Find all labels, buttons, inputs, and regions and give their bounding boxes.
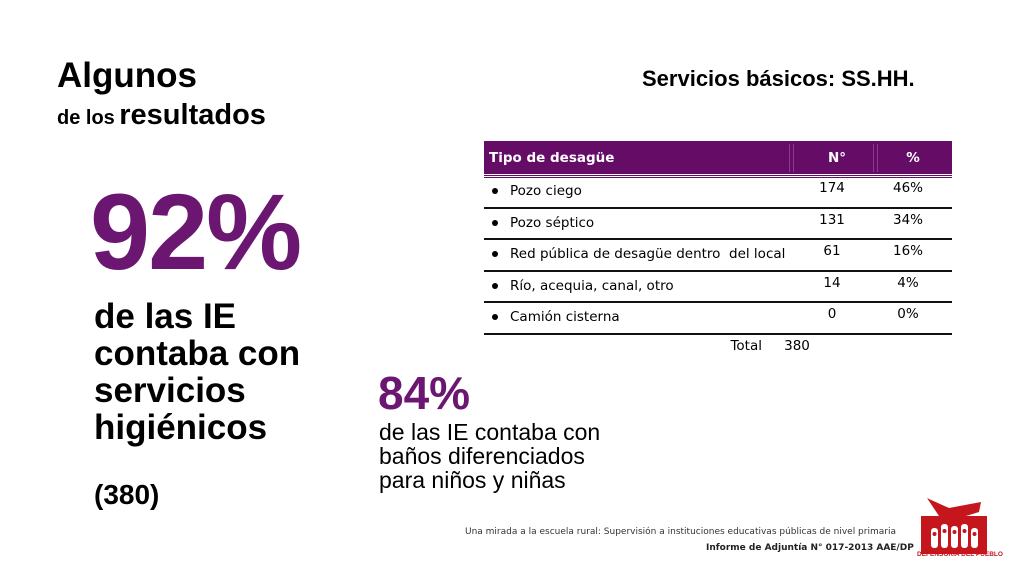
row-label: Río, acequia, canal, otro — [510, 277, 674, 294]
row-count: 14 — [823, 274, 841, 291]
row-label: Camión cisterna — [510, 309, 620, 325]
row-count: 174 — [819, 180, 845, 196]
row-label: Red pública de desagüe dentro del local — [510, 246, 786, 262]
table-header: Tipo de desagüe N° % — [484, 142, 952, 177]
page-subtitle: de los resultados — [57, 98, 266, 137]
section-title: Servicios básicos: SS.HH. — [642, 66, 915, 91]
table-row: Río, acequia, canal, otro 14 4% — [484, 272, 952, 303]
footer-source: Una mirada a la escuela rural: Supervisi… — [465, 527, 896, 537]
table-row: Red pública de desagüe dentro del local … — [484, 240, 952, 272]
subtitle-big: resultados — [119, 99, 266, 131]
row-percent: 46% — [892, 180, 923, 196]
header-cell-count: N° — [827, 150, 847, 166]
row-count: 0 — [827, 306, 837, 322]
total-label: Total — [730, 337, 762, 354]
main-description: de las IE contaba con servicios higiénic… — [94, 297, 301, 447]
table-row: Pozo séptico 131 34% — [484, 209, 952, 240]
bullet-icon — [492, 251, 498, 257]
header-divider — [873, 144, 878, 172]
table-total-row: Total 380 — [484, 335, 952, 357]
row-count: 131 — [819, 211, 845, 228]
main-percent: 92% — [90, 171, 302, 292]
secondary-description-line: para niños y niñas — [379, 467, 566, 493]
header-cell-percent: % — [906, 150, 920, 166]
sanitation-table: Tipo de desagüe N° % Pozo ciego 174 46% … — [484, 142, 952, 357]
page-title: Algunos — [57, 56, 197, 95]
defensoria-logo — [921, 495, 987, 554]
logo-text: DEFENSORÍA DEL PUEBLO — [917, 551, 1003, 558]
bullet-icon — [492, 282, 498, 289]
main-count: (380) — [94, 479, 160, 510]
row-percent: 34% — [892, 211, 923, 228]
subtitle-small: de los — [57, 107, 115, 129]
total-value: 380 — [784, 337, 810, 354]
secondary-description-line: de las IE contaba con — [379, 419, 601, 445]
header-cell-type: Tipo de desagüe — [489, 150, 615, 166]
secondary-description-line: baños diferenciados — [379, 443, 585, 469]
row-percent: 0% — [897, 306, 919, 322]
secondary-percent: 84% — [378, 367, 471, 419]
row-percent: 4% — [897, 274, 919, 291]
row-label: Pozo séptico — [510, 214, 595, 231]
table-row: Camión cisterna 0 0% — [484, 303, 952, 335]
footer-report-id: Informe de Adjuntía N° 017-2013 AAE/DP — [706, 543, 914, 553]
bullet-icon — [492, 188, 498, 194]
row-label: Pozo ciego — [510, 183, 582, 199]
bullet-icon — [492, 314, 498, 320]
table-row: Pozo ciego 174 46% — [484, 177, 952, 209]
row-count: 61 — [823, 243, 841, 259]
header-divider — [789, 144, 794, 172]
row-percent: 16% — [892, 243, 923, 259]
bullet-icon — [492, 219, 498, 226]
secondary-description: de las IE contaba con baños diferenciado… — [379, 420, 659, 492]
